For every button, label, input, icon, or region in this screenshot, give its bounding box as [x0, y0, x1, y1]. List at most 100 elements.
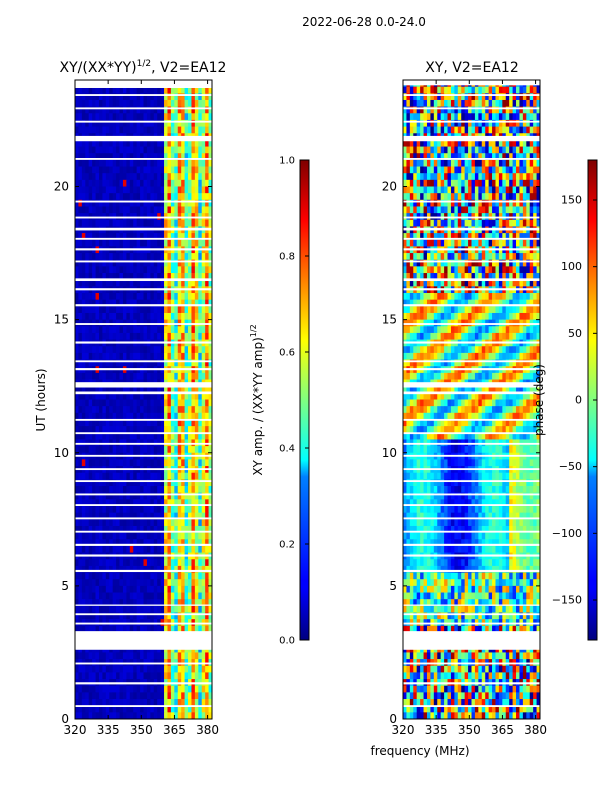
left-heatmap-cell — [102, 699, 107, 707]
left-heatmap-cell — [88, 532, 93, 540]
flagged-gap — [75, 80, 212, 88]
left-heatmap-cell — [157, 432, 162, 440]
right-heatmap-cell — [409, 139, 414, 147]
flagged-gap — [75, 135, 212, 142]
left-heatmap-cell — [191, 306, 196, 314]
left-heatmap-cell — [85, 372, 90, 380]
left-heatmap-cell — [140, 239, 144, 247]
left-heatmap-cell — [95, 312, 100, 321]
left-heatmap-cell — [88, 179, 93, 187]
left-heatmap-cell — [81, 512, 86, 520]
left-heatmap-cell — [105, 492, 110, 500]
right-heatmap-cell — [440, 106, 445, 114]
left-heatmap-cell — [201, 492, 206, 500]
right-heatmap-cell — [522, 193, 527, 201]
left-heatmap-cell — [109, 605, 114, 613]
left-heatmap-cell — [112, 599, 117, 607]
left-heatmap-cell — [78, 685, 83, 693]
right-heatmap-cell — [457, 113, 462, 121]
left-heatmap-cell — [153, 273, 158, 281]
left-heatmap-cell — [102, 273, 107, 281]
right-heatmap-cell — [519, 173, 524, 181]
right-heatmap-cell — [474, 159, 479, 167]
left-heatmap-cell — [109, 359, 114, 367]
left-heatmap-cell — [160, 346, 165, 354]
left-heatmap-cell — [150, 599, 155, 607]
left-heatmap-cell — [201, 99, 206, 108]
right-heatmap-cell — [420, 179, 424, 187]
left-heatmap-cell — [98, 113, 103, 121]
right-heatmap-cell — [457, 179, 462, 187]
left-heatmap-cell — [170, 699, 175, 707]
left-heatmap-cell — [92, 605, 96, 613]
left-heatmap-cell — [143, 93, 148, 101]
left-heatmap-cell — [102, 692, 107, 700]
left-heatmap-cell — [150, 139, 155, 147]
right-heatmap-cell — [403, 253, 407, 261]
left-heatmap-cell — [164, 173, 168, 181]
left-heatmap-cell — [174, 579, 179, 587]
left-heatmap-cell — [105, 446, 110, 454]
right-heatmap-cell — [502, 206, 507, 214]
left-heatmap-cell — [119, 459, 124, 467]
right-heatmap-cell — [437, 179, 442, 187]
left-heatmap-cell — [167, 193, 172, 201]
right-heatmap-cell — [536, 219, 541, 227]
left-heatmap-cell — [109, 472, 114, 480]
left-heatmap-cell — [136, 446, 141, 454]
left-heatmap-cell — [92, 186, 96, 194]
left-heatmap-cell — [181, 86, 185, 94]
left-heatmap-cell — [181, 486, 185, 494]
right-heatmap-cell — [502, 179, 507, 187]
right-heatmap-cell — [512, 99, 517, 108]
left-heatmap-cell — [191, 486, 196, 494]
left-heatmap-cell — [201, 166, 206, 174]
left-heatmap-cell — [153, 166, 158, 174]
right-heatmap-cell — [423, 166, 428, 174]
left-heatmap-cell — [75, 446, 79, 454]
right-heatmap-cell — [450, 186, 455, 194]
left-heatmap-cell — [174, 166, 179, 174]
left-heatmap-cell — [188, 179, 192, 187]
right-heatmap-cell — [471, 153, 476, 161]
left-heatmap-cell — [208, 312, 213, 321]
left-heatmap-cell — [191, 299, 196, 307]
left-heatmap-cell — [78, 579, 83, 587]
left-heatmap-cell — [198, 506, 203, 514]
left-heatmap-cell — [133, 519, 138, 527]
left-heatmap-cell — [157, 599, 162, 607]
left-heatmap-cell — [140, 326, 144, 334]
left-heatmap-cell — [88, 359, 93, 367]
left-heatmap-cell — [143, 106, 148, 114]
left-heatmap-cell — [136, 159, 141, 167]
right-heatmap-cell — [433, 173, 438, 181]
left-heatmap-cell — [201, 153, 206, 161]
left-heatmap-cell — [98, 259, 103, 267]
left-heatmap-cell — [85, 106, 90, 114]
left-heatmap-cell — [184, 126, 189, 134]
left-heatmap-cell — [170, 193, 175, 201]
left-heatmap-cell — [164, 585, 168, 593]
left-heatmap-cell — [75, 106, 79, 114]
left-heatmap-cell — [208, 432, 213, 440]
left-heatmap-cell — [129, 279, 134, 287]
left-heatmap-cell — [188, 506, 192, 514]
left-heatmap-cell — [170, 592, 175, 600]
left-heatmap-cell — [184, 259, 189, 267]
left-heatmap-cell — [95, 253, 100, 261]
left-heatmap-cell — [88, 446, 93, 454]
left-heatmap-cell — [95, 113, 100, 121]
left-heatmap-cell — [105, 512, 110, 520]
left-heatmap-cell — [188, 699, 192, 707]
left-heatmap-cell — [188, 259, 192, 267]
right-heatmap-cell — [498, 186, 503, 194]
left-heatmap-cell — [201, 312, 206, 321]
left-heatmap-cell — [136, 233, 141, 241]
left-heatmap-cell — [112, 273, 117, 281]
left-heatmap-cell — [85, 186, 90, 194]
left-heatmap-cell — [75, 193, 79, 201]
left-heatmap-cell — [177, 692, 182, 700]
left-heatmap-cell — [109, 652, 114, 660]
left-heatmap-cell — [122, 346, 127, 354]
left-heatmap-cell — [122, 273, 127, 281]
